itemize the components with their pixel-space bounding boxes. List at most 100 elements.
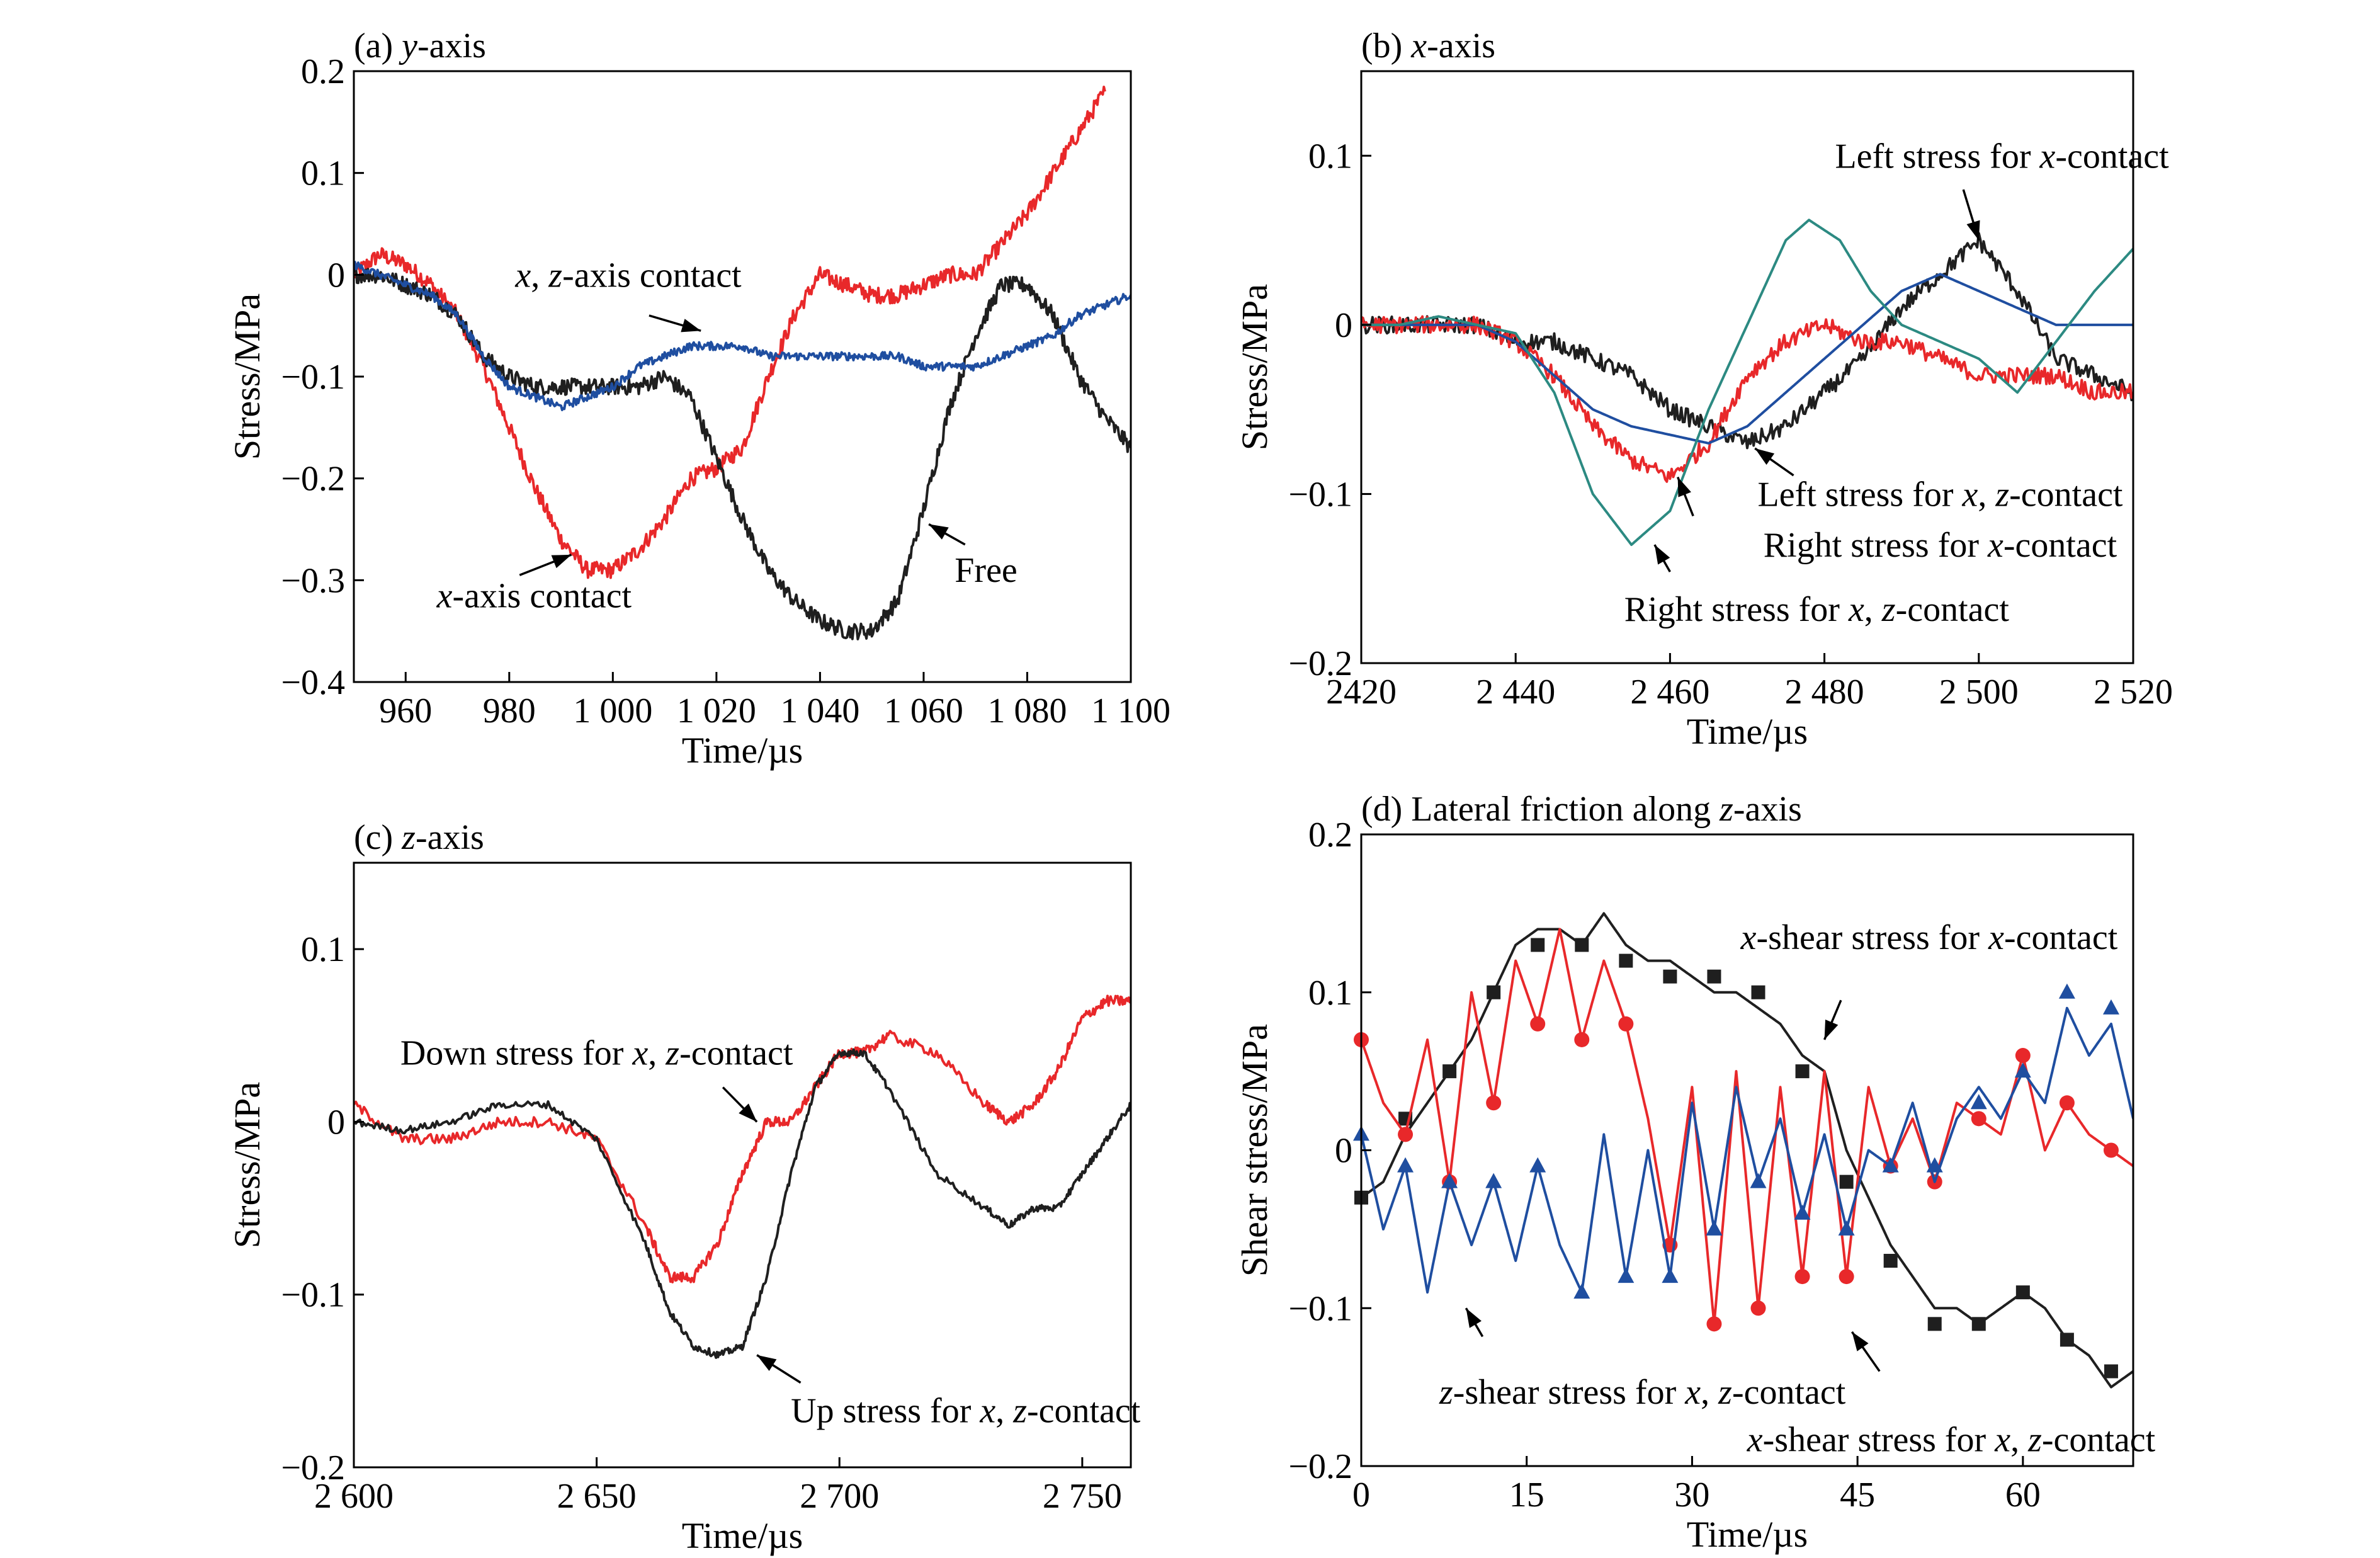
panel-d-marker-triangle [1706, 1220, 1723, 1236]
panel-d-marker-circle [1794, 1269, 1810, 1285]
panel-c-annotation-part: Up stress for [791, 1391, 980, 1430]
panel-d-marker-triangle [1529, 1157, 1546, 1173]
panel-c-title-part: z [401, 818, 416, 857]
panel-d-annotation-part: x [1747, 1420, 1763, 1459]
panel-a-xtick-label: 1 060 [884, 691, 963, 731]
panel-a-title: (a) y-axis [354, 26, 486, 65]
panel-a-annotation-part: , [531, 256, 548, 295]
panel-d-marker-triangle [1838, 1220, 1855, 1236]
panel-b-annotation: Right stress for x, z-contact [1624, 590, 2010, 629]
panel-b-annotation: Left stress for x, z-contact [1757, 475, 2122, 514]
panel-b-ylabel: Stress/MPa [1234, 284, 1275, 450]
panel-c-annotation: Up stress for x, z-contact [791, 1391, 1141, 1430]
panel-d-marker-triangle [1926, 1157, 1943, 1173]
panel-d-ytick-label: −0.2 [1288, 1447, 1352, 1486]
panel-d-annotation-part: -contact [2004, 918, 2118, 957]
panel-d-ylabel: Shear stress/MPa [1234, 1024, 1275, 1277]
panel-a-ylabel: Stress/MPa [227, 293, 268, 460]
panel-c-ylabel: Stress/MPa [227, 1082, 268, 1248]
panel-b-series-line [1361, 232, 2133, 450]
panel-d-annotation-arrowhead [1824, 1020, 1839, 1040]
panel-d-marker-square [1531, 938, 1545, 952]
panel-d-xtick-label: 0 [1352, 1476, 1370, 1515]
panel-d-marker-circle [1618, 1016, 1634, 1032]
panel-d-title-part: (d) Lateral friction along [1361, 790, 1720, 829]
panel-d-marker-square [1751, 985, 1765, 999]
panel-b-series-line [1361, 219, 2133, 546]
panel-c-xtick-label: 2 600 [314, 1477, 394, 1516]
panel-c-annotation: Down stress for x, z-contact [400, 1034, 793, 1073]
panel-b-annotation-part: z [1995, 475, 2009, 514]
panel-d-marker-circle [1530, 1016, 1546, 1032]
panel-d-annotation: x-shear stress for x-contact [1740, 918, 2118, 957]
panel-b-annotation-part: x [1848, 590, 1864, 629]
panel-d-marker-triangle [1573, 1283, 1590, 1299]
panel-a-ytick-label: −0.3 [281, 561, 345, 600]
panel-b-annotation-part: x [2039, 137, 2055, 176]
panel-d-marker-triangle [1970, 1094, 1987, 1110]
panel-d-marker-triangle [1662, 1268, 1679, 1283]
panel-d-marker-circle [1398, 1127, 1414, 1142]
panel-d-marker-square [1575, 938, 1589, 952]
panel-d-annotation-part: , [1701, 1373, 1718, 1412]
panel-d-marker-circle [2059, 1095, 2075, 1111]
panel-d-annotation-part: , [2010, 1420, 2028, 1459]
panel-b-xtick-label: 2 520 [2094, 673, 2173, 712]
panel-b-annotation-part: -contact [2055, 137, 2169, 176]
panel-d: 0 15 30 45 60 −0.2 −0.1 0 0.1 0.2(d) Lateral fric… [1234, 790, 2156, 1555]
panel-d-marker-triangle [1441, 1173, 1458, 1188]
panel-a-series-line [354, 261, 1131, 411]
panel-d-xtick-label: 45 [1840, 1476, 1875, 1515]
panel-d-xtick-label: 15 [1509, 1476, 1544, 1515]
panel-a-annotation-part: -axis contact [562, 256, 742, 295]
panel-a-xtick-label: 960 [379, 691, 432, 731]
panel-a-xtick-label: 1 020 [677, 691, 756, 731]
panel-d-marker-triangle [1485, 1173, 1502, 1188]
panel-c-annotation-part: -contact [679, 1034, 793, 1073]
panel-d-marker-square [2060, 1333, 2074, 1347]
panel-a-annotation-arrowhead [551, 554, 572, 569]
panel-d-marker-circle [2103, 1142, 2119, 1158]
panel-c-xtick-label: 2 700 [800, 1477, 879, 1516]
panel-d-annotation-part: -shear stress for [1757, 918, 1989, 957]
panel-d-annotation: z-shear stress for x, z-contact [1439, 1373, 1846, 1412]
panel-c-xtick-label: 2 750 [1043, 1477, 1122, 1516]
panel-b-series-line [1361, 273, 2133, 445]
panel-c-ytick-label: −0.2 [281, 1448, 345, 1487]
panel-d-marker-triangle [1794, 1204, 1811, 1220]
panel-c-annotation-arrowhead [739, 1103, 757, 1122]
panel-d-marker-square [1663, 969, 1677, 984]
panel-a-ytick-label: 0 [327, 256, 345, 295]
panel-c-annotation-part: z [1012, 1391, 1027, 1430]
panel-d-marker-square [2104, 1364, 2118, 1379]
panel-a-annotation-part: z [548, 256, 562, 295]
panel-b: 2420 2 440 2 460 2 480 2 500 2 520 −0.2 −0.1 0 0.… [1234, 26, 2173, 752]
panel-d-annotation-part: x [1684, 1373, 1701, 1412]
panel-d-ytick-label: 0 [1335, 1132, 1352, 1171]
panel-a-annotation-part: x [514, 256, 531, 295]
panel-c-annotation-arrowhead [757, 1355, 777, 1372]
panel-c-title-part: -axis [416, 818, 484, 857]
panel-b-title: (b) x-axis [1361, 26, 1495, 65]
panel-c-xlabel: Time/µs [682, 1515, 803, 1556]
panel-d-series-line [1361, 1006, 2133, 1294]
panel-c-frame [353, 861, 1132, 1469]
panel-a-ytick-label: 0.1 [301, 154, 345, 193]
panel-b-title-part: (b) [1361, 26, 1411, 65]
panel-c-series-line [354, 994, 1131, 1283]
panel-c-series-line [354, 1048, 1131, 1359]
panel-d-marker-square [1442, 1064, 1457, 1079]
panel-d-xlabel: Time/µs [1687, 1514, 1808, 1555]
panel-c-annotation-part: Down stress for [400, 1034, 633, 1073]
panel-d-annotation-part: x [1994, 1420, 2010, 1459]
panel-d-annotation-part: -shear stress for [1453, 1373, 1686, 1412]
panel-c-ytick-label: −0.1 [281, 1276, 345, 1315]
panel-d-marker-circle [1971, 1111, 1986, 1127]
panel-b-annotation-part: x [1987, 526, 2003, 565]
panel-a-series-line [354, 267, 1131, 640]
panel-c-ytick-label: 0.1 [301, 930, 345, 969]
panel-d-marker-square [1971, 1317, 1986, 1331]
panel-c-annotation-part: -contact [1027, 1391, 1141, 1430]
panel-d-marker-circle [1839, 1269, 1854, 1285]
panel-d-title: (d) Lateral friction along z-axis [1361, 790, 1802, 829]
